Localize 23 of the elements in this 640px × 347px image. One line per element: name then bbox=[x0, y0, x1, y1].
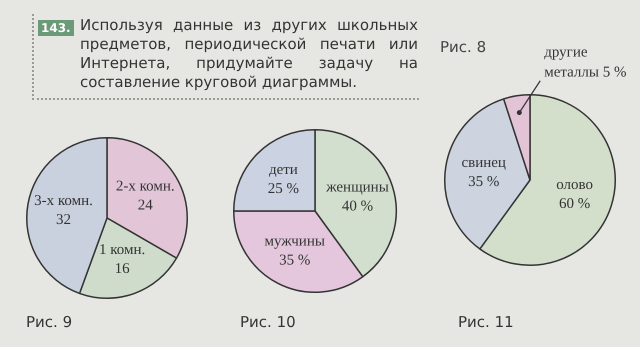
text: Рис. 10 bbox=[240, 313, 296, 331]
data-label: 35 % bbox=[468, 174, 500, 190]
slice-label: мужчины bbox=[264, 233, 325, 250]
slice-label: свинец bbox=[461, 155, 506, 172]
slice-label: женщины bbox=[325, 180, 389, 196]
slice-label: 3-х комн. bbox=[34, 192, 93, 209]
slice-label: 2-х комн. bbox=[116, 178, 175, 194]
data-label: 25 % bbox=[268, 180, 300, 197]
data-label: 35 % bbox=[279, 252, 310, 268]
data-label: 16 bbox=[114, 260, 130, 277]
text: Рис. 8 bbox=[440, 38, 486, 56]
slice-label: дети bbox=[268, 162, 298, 178]
data-label: 32 bbox=[56, 212, 72, 228]
text: 143. bbox=[38, 20, 74, 36]
data-label: 24 bbox=[138, 197, 154, 214]
data-label: 40 % bbox=[342, 198, 374, 215]
text: Используя данные из других школьных предметов, периодической печати или Интернета, придумайте задачу на составление круговой диаграммы. bbox=[80, 16, 418, 92]
data-label: 60 % bbox=[558, 196, 590, 212]
text: Рис. 9 bbox=[26, 313, 72, 331]
slice-label: олово bbox=[556, 176, 593, 193]
slice-label: 1 комн. bbox=[98, 242, 146, 258]
text: Рис. 11 bbox=[458, 313, 514, 331]
slice-label: другие металлы 5 % bbox=[544, 44, 626, 81]
